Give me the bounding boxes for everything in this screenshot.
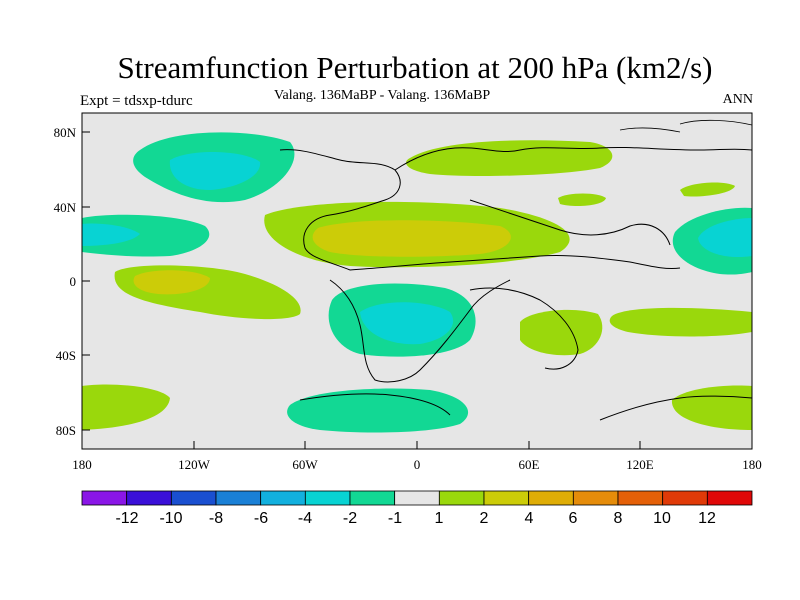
colorbar-labels: -12 -10 -8 -6 -4 -2 -1 1 2 4 6 8 10 12 — [115, 510, 716, 527]
coastlines — [279, 146, 752, 421]
colorbar-swatch — [215, 490, 262, 506]
contour-neg2-south-atlantic — [360, 302, 454, 345]
colorbar-label: 4 — [525, 510, 534, 527]
colorbar-swatch — [483, 490, 530, 506]
contour-field — [82, 119, 752, 433]
x-tick-label: 180 — [72, 457, 92, 472]
chart-title: Streamfunction Perturbation at 200 hPa (… — [117, 50, 713, 85]
contour-pos1-south-indian — [520, 309, 603, 356]
season-label: ANN — [722, 92, 753, 107]
contour-pos1-north-atlantic — [406, 140, 613, 176]
x-tick-label: 0 — [414, 457, 421, 472]
colorbar-label: -1 — [388, 510, 402, 527]
colorbar-label: 6 — [569, 510, 578, 527]
colorbar-swatch — [617, 490, 664, 506]
colorbar-label: -12 — [115, 510, 138, 527]
colorbar-swatch — [572, 490, 619, 506]
coast-tethys — [349, 254, 681, 271]
coast-north-america — [279, 149, 401, 271]
arctic-coast — [619, 119, 752, 133]
colorbar-label: 10 — [653, 510, 671, 527]
colorbar-swatch — [260, 490, 306, 506]
y-tick-label: 80N — [54, 125, 77, 140]
colorbar-label: -10 — [159, 510, 182, 527]
coast-eurasia-south — [469, 199, 671, 246]
contour-pos1-asia-patch — [680, 182, 735, 197]
y-tick-label: 40N — [54, 200, 77, 215]
colorbar-swatch — [394, 490, 440, 506]
coast-laurasia — [394, 146, 752, 171]
contour-pos1-europe-patch — [558, 193, 606, 206]
x-tick-label: 60E — [519, 457, 540, 472]
coast-south-america — [329, 279, 511, 383]
contour-pos2-midlat-band — [312, 220, 511, 257]
contour-neg1-west-edge — [82, 214, 210, 257]
colorbar-label: 12 — [698, 510, 716, 527]
x-tick-label: 120W — [178, 457, 211, 472]
contour-neg2-west-edge — [82, 223, 140, 246]
contour-pos1-south-west — [82, 384, 170, 430]
x-axis: 180 120W 60W 0 60E 120E 180 — [72, 441, 762, 472]
colorbar-label: 2 — [480, 510, 489, 527]
colorbar-swatch — [528, 490, 574, 506]
y-tick-label: 0 — [70, 274, 77, 289]
contour-neg2-east-edge — [698, 218, 752, 258]
y-tick-label: 80S — [56, 423, 76, 438]
colorbar — [81, 490, 753, 506]
y-tick-label: 40S — [56, 348, 76, 363]
contour-neg1-southern-ocean — [287, 388, 469, 433]
colorbar-swatch — [304, 490, 351, 506]
contour-pos2-tropical-pacific — [133, 270, 210, 295]
x-tick-label: 120E — [626, 457, 654, 472]
x-tick-label: 60W — [292, 457, 318, 472]
colorbar-swatch — [662, 490, 708, 506]
colorbar-swatch — [706, 490, 753, 506]
x-tick-label: 180 — [742, 457, 762, 472]
colorbar-label: 8 — [614, 510, 623, 527]
colorbar-label: 1 — [435, 510, 444, 527]
colorbar-swatch — [170, 490, 217, 506]
coast-antarctica — [299, 393, 752, 421]
colorbar-swatch — [81, 490, 128, 506]
contour-pos1-south-australia — [609, 307, 752, 337]
colorbar-label: -8 — [209, 510, 223, 527]
colorbar-label: -6 — [254, 510, 268, 527]
colorbar-label: -2 — [343, 510, 357, 527]
experiment-label: Expt = tdsxp-tdurc — [80, 93, 193, 109]
contour-neg2-north-pacific — [169, 151, 261, 190]
period-label: Valang. 136MaBP - Valang. 136MaBP — [274, 88, 491, 103]
colorbar-label: -4 — [298, 510, 312, 527]
colorbar-swatch — [349, 490, 396, 506]
colorbar-swatch — [126, 490, 172, 506]
colorbar-swatch — [438, 490, 485, 506]
coast-africa — [469, 287, 579, 370]
y-axis: 80N 40N 0 40S 80S — [54, 125, 90, 438]
